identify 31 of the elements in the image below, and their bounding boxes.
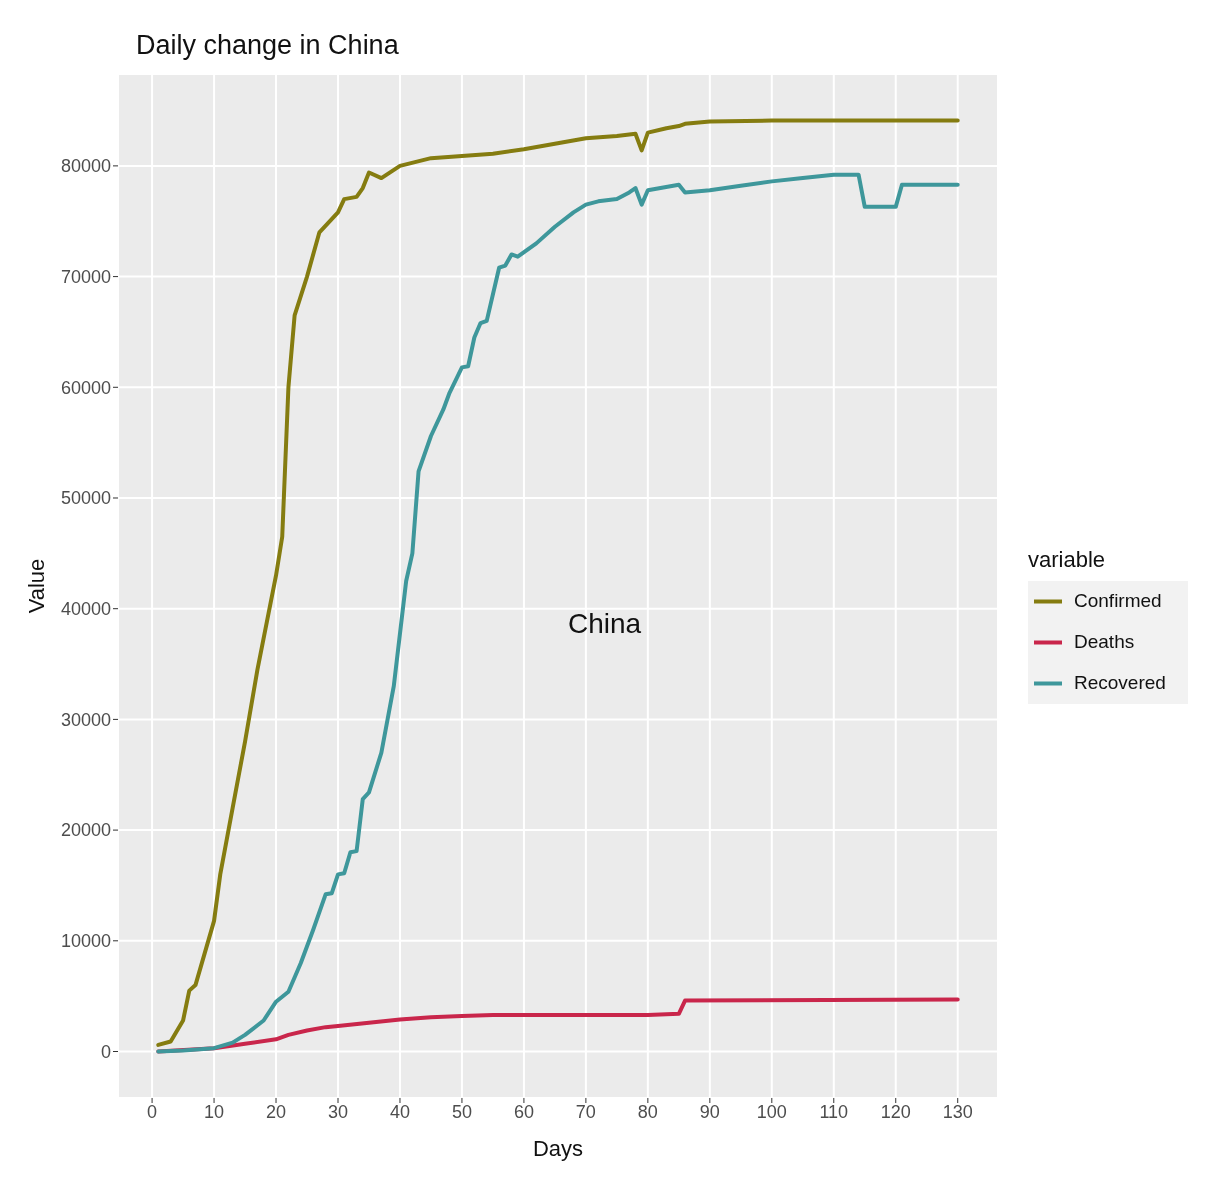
legend-label: Deaths [1074, 631, 1135, 653]
y-tick-label: 0 [100, 1041, 111, 1062]
x-tick-label: 80 [637, 1101, 658, 1122]
y-tick-label: 50000 [60, 488, 111, 509]
x-tick-label: 30 [327, 1101, 349, 1122]
x-tick-label: 90 [699, 1101, 720, 1122]
y-tick-label: 40000 [60, 599, 111, 620]
y-tick-label: 80000 [60, 156, 111, 177]
x-tick-label: 50 [451, 1101, 472, 1122]
y-tick-label: 60000 [60, 377, 111, 398]
x-tick-label: 110 [819, 1101, 849, 1122]
x-tick-label: 130 [942, 1101, 973, 1122]
x-tick-label: 20 [266, 1101, 287, 1122]
legend-label: Recovered [1074, 672, 1166, 694]
legend-title: variable [1028, 546, 1107, 573]
annotation: China [568, 608, 642, 640]
legend-label: Confirmed [1074, 590, 1162, 612]
x-tick-label: 70 [575, 1101, 596, 1122]
y-tick-label: 30000 [60, 709, 111, 730]
x-tick-label: 40 [389, 1101, 410, 1122]
x-tick-label: 60 [513, 1101, 534, 1122]
y-tick-label: 10000 [60, 931, 111, 952]
y-axis-title: Value [23, 558, 49, 614]
x-axis-title: Days [532, 1136, 584, 1161]
x-tick-label: 120 [880, 1101, 911, 1122]
chart-title: Daily change in China [135, 29, 400, 62]
x-tick-label: 10 [204, 1101, 225, 1122]
y-tick-label: 20000 [60, 820, 111, 841]
x-tick-label: 100 [756, 1101, 787, 1122]
x-tick-label: 0 [147, 1101, 158, 1122]
y-tick-label: 70000 [60, 266, 111, 287]
